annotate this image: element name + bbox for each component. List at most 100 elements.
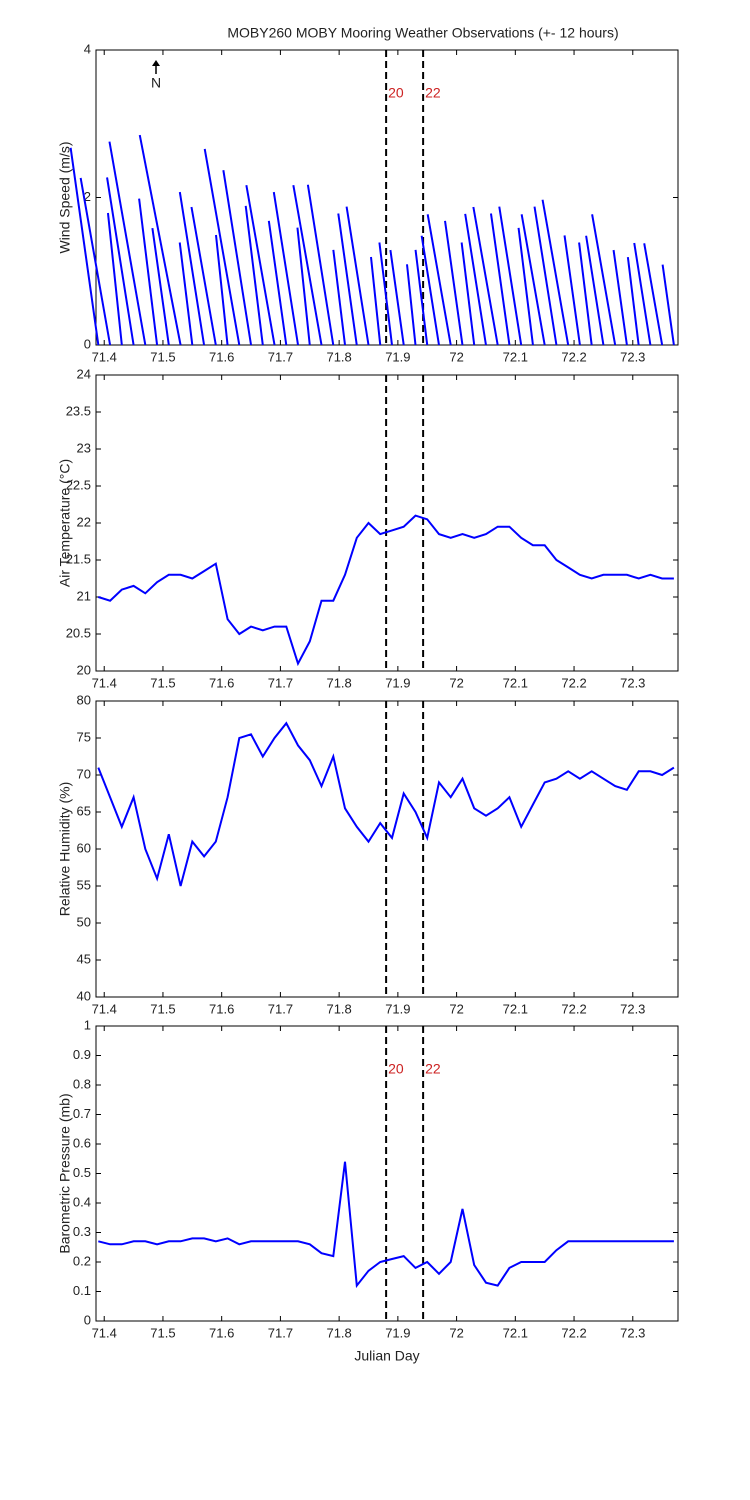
x-tick-label: 71.7 bbox=[268, 1001, 293, 1016]
reference-label: 22 bbox=[425, 85, 441, 101]
wind-stick bbox=[578, 242, 593, 346]
y-tick-label: 75 bbox=[77, 729, 91, 744]
y-tick-label: 20 bbox=[77, 662, 91, 677]
y-tick-label: 80 bbox=[77, 692, 91, 707]
wind-stick bbox=[378, 242, 393, 346]
y-tick-label: 0 bbox=[84, 1312, 91, 1327]
north-label: N bbox=[151, 75, 161, 91]
x-tick-label: 71.6 bbox=[209, 1325, 234, 1340]
y-axis-label: Wind Speed (m/s) bbox=[57, 141, 73, 253]
y-tick-label: 40 bbox=[77, 988, 91, 1003]
y-tick-label: 0 bbox=[84, 336, 91, 351]
x-tick-label: 72.2 bbox=[561, 675, 586, 690]
x-tick-label: 71.7 bbox=[268, 675, 293, 690]
wind-stick bbox=[414, 249, 429, 346]
x-tick-label: 72.3 bbox=[620, 675, 645, 690]
reference-label: 22 bbox=[425, 1061, 441, 1077]
x-tick-label: 72 bbox=[449, 1001, 463, 1016]
reference-label: 20 bbox=[388, 85, 404, 101]
wind-stick bbox=[426, 214, 452, 346]
wind-stick bbox=[520, 214, 546, 346]
wind-stick bbox=[79, 177, 112, 346]
x-tick-label: 71.9 bbox=[385, 349, 410, 364]
reference-label: 20 bbox=[388, 1061, 404, 1077]
wind-stick bbox=[460, 242, 476, 346]
y-tick-label: 0.8 bbox=[73, 1076, 91, 1091]
y-tick-label: 23.5 bbox=[66, 403, 91, 418]
x-tick-label: 71.8 bbox=[326, 1325, 351, 1340]
wind-stick bbox=[69, 147, 100, 346]
wind-stick bbox=[591, 214, 617, 346]
wind-stick bbox=[498, 206, 523, 346]
wind-stick bbox=[222, 170, 253, 346]
wind-stick bbox=[643, 243, 664, 346]
wind-stick bbox=[533, 206, 558, 346]
x-tick-label: 71.5 bbox=[150, 349, 175, 364]
wind-stick bbox=[203, 148, 241, 346]
wind-stick bbox=[661, 264, 675, 346]
y-tick-label: 0.7 bbox=[73, 1106, 91, 1121]
wind-stick bbox=[464, 213, 487, 346]
wind-stick bbox=[517, 227, 534, 346]
y-tick-label: 60 bbox=[77, 840, 91, 855]
wind-stick bbox=[292, 185, 323, 346]
y-tick-label: 55 bbox=[77, 877, 91, 892]
wind-stick bbox=[296, 227, 311, 346]
y-tick-label: 65 bbox=[77, 803, 91, 818]
data-line bbox=[98, 514, 674, 667]
wind-stick bbox=[472, 206, 499, 346]
x-tick-label: 72 bbox=[449, 675, 463, 690]
y-tick-label: 0.5 bbox=[73, 1165, 91, 1180]
wind-stick bbox=[106, 212, 123, 346]
wind-stick bbox=[337, 213, 358, 346]
y-tick-label: 22 bbox=[77, 514, 91, 529]
y-tick-label: 21 bbox=[77, 588, 91, 603]
wind-stick bbox=[178, 242, 194, 346]
wind-stick bbox=[267, 220, 288, 346]
x-tick-label: 72.1 bbox=[503, 1325, 528, 1340]
north-arrow-head bbox=[152, 60, 160, 66]
wind-stick bbox=[178, 191, 206, 346]
wind-stick bbox=[406, 264, 417, 346]
wind-stick bbox=[138, 134, 182, 346]
x-tick-label: 72.2 bbox=[561, 1001, 586, 1016]
wind-stick bbox=[245, 185, 276, 346]
y-tick-label: 0.1 bbox=[73, 1283, 91, 1298]
x-tick-label: 71.4 bbox=[92, 1001, 117, 1016]
y-tick-label: 24 bbox=[77, 366, 91, 381]
x-tick-label: 71.7 bbox=[268, 1325, 293, 1340]
x-tick-label: 71.9 bbox=[385, 1001, 410, 1016]
wind-stick bbox=[190, 206, 217, 346]
wind-stick bbox=[389, 249, 405, 346]
x-tick-label: 72 bbox=[449, 1325, 463, 1340]
x-tick-label: 72.1 bbox=[503, 1001, 528, 1016]
wind-stick bbox=[489, 213, 511, 346]
y-tick-label: 50 bbox=[77, 914, 91, 929]
x-tick-label: 71.8 bbox=[326, 675, 351, 690]
wind-stick bbox=[626, 257, 640, 346]
wind-stick bbox=[541, 199, 570, 346]
x-tick-label: 71.7 bbox=[268, 349, 293, 364]
y-tick-label: 0.2 bbox=[73, 1253, 91, 1268]
data-line bbox=[98, 1161, 674, 1289]
x-tick-label: 72.3 bbox=[620, 349, 645, 364]
x-tick-label: 71.4 bbox=[92, 1325, 117, 1340]
wind-stick bbox=[420, 235, 440, 346]
wind-stick bbox=[306, 184, 335, 346]
y-tick-label: 23 bbox=[77, 440, 91, 455]
x-tick-label: 72.3 bbox=[620, 1001, 645, 1016]
wind-stick bbox=[585, 235, 605, 346]
x-tick-label: 72.1 bbox=[503, 349, 528, 364]
x-tick-label: 72.2 bbox=[561, 349, 586, 364]
y-tick-label: 2 bbox=[84, 189, 91, 204]
wind-stick bbox=[332, 249, 347, 346]
wind-stick bbox=[272, 191, 300, 346]
y-tick-label: 4 bbox=[84, 41, 91, 56]
y-tick-label: 45 bbox=[77, 951, 91, 966]
y-tick-label: 0.6 bbox=[73, 1135, 91, 1150]
x-tick-label: 71.8 bbox=[326, 349, 351, 364]
x-tick-label: 71.4 bbox=[92, 349, 117, 364]
y-tick-label: 21.5 bbox=[66, 551, 91, 566]
wind-stick bbox=[345, 206, 370, 346]
y-tick-label: 22.5 bbox=[66, 477, 91, 492]
